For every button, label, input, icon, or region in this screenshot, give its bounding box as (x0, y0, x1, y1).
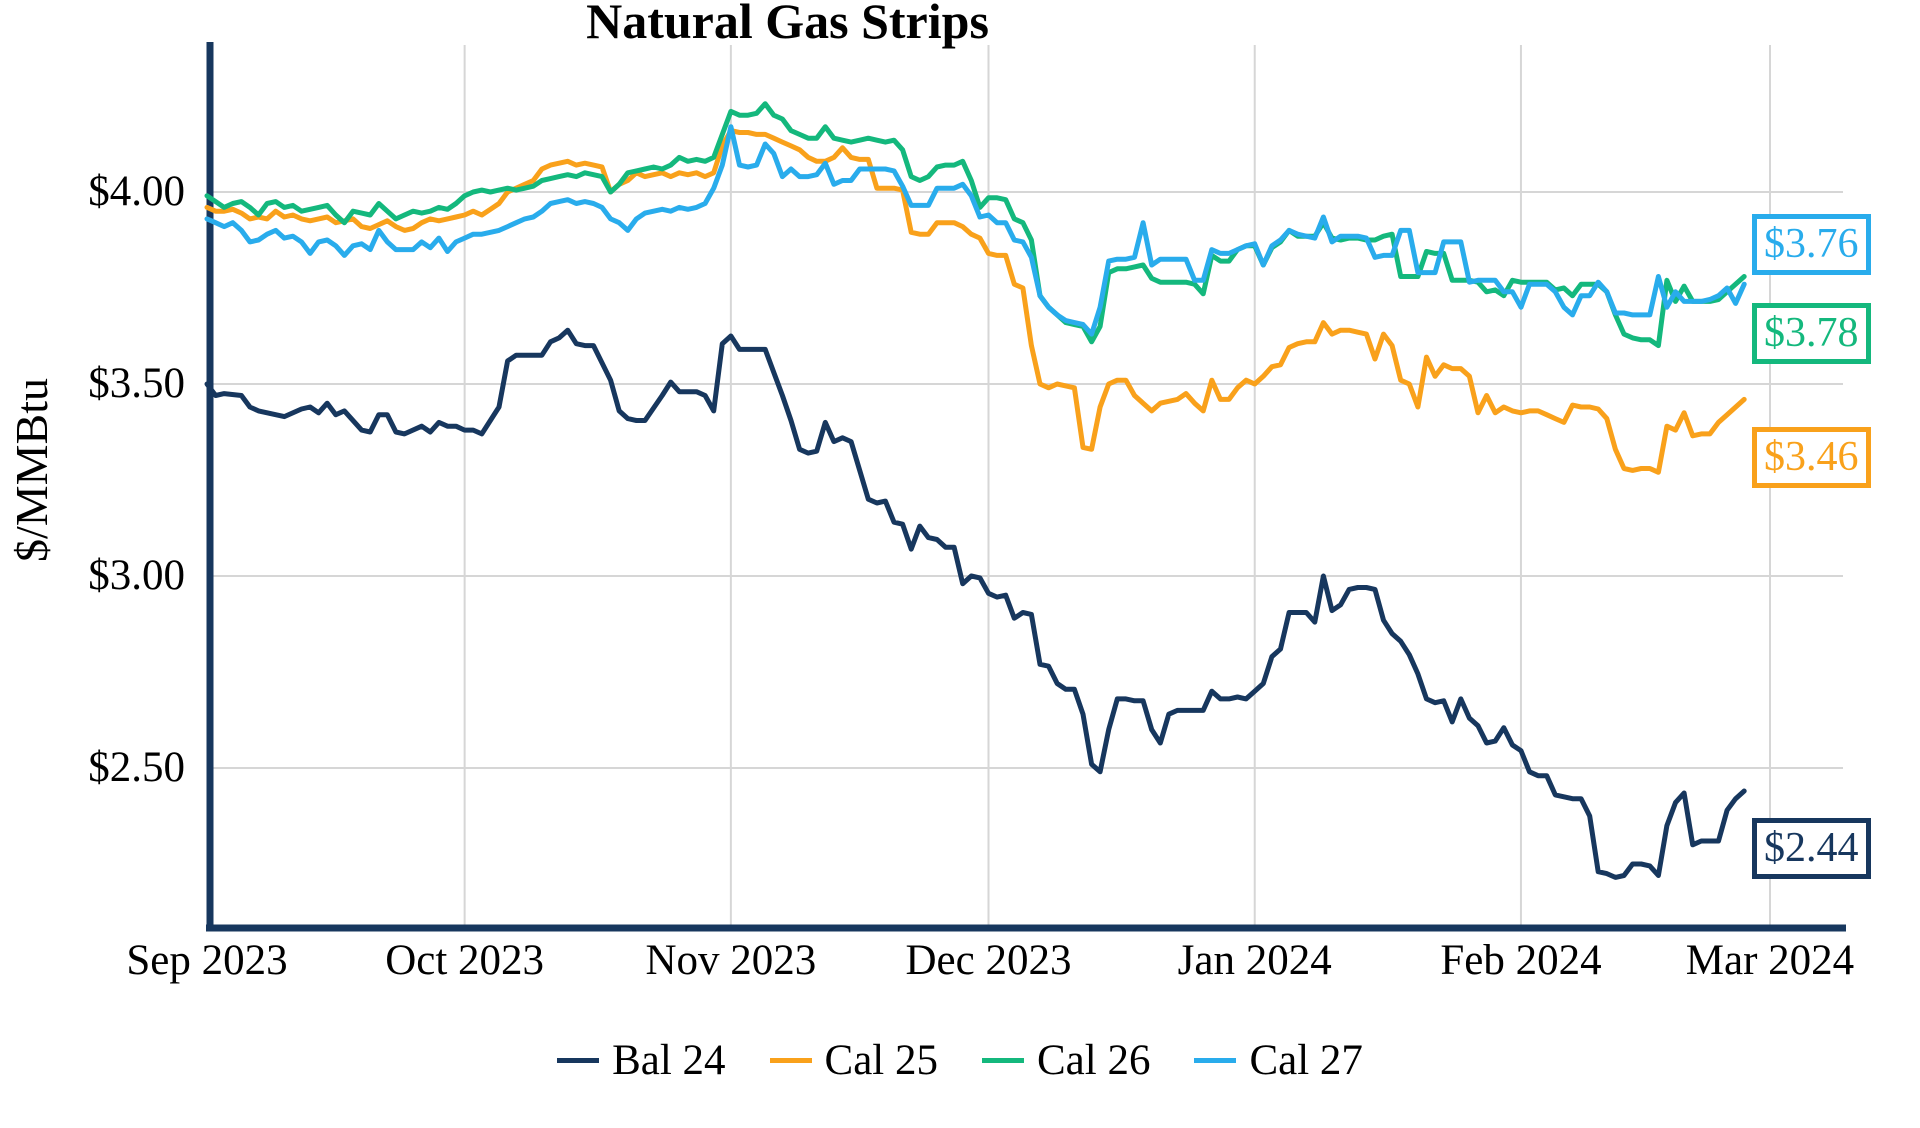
x-tick-label: Jan 2024 (1177, 937, 1332, 984)
series-line-cal-25 (204, 128, 1747, 475)
y-tick-label: $3.50 (88, 360, 185, 407)
x-tick-label: Feb 2024 (1440, 937, 1602, 984)
series-line-cal-26 (204, 101, 1747, 349)
x-tick-label: Oct 2023 (385, 937, 545, 984)
chart-title: Natural Gas Strips (586, 0, 989, 49)
end-price-label-bal-24: $2.44 (1752, 818, 1871, 880)
x-tick-label: Dec 2023 (905, 937, 1072, 984)
legend-item-bal-24: Bal 24 (557, 1036, 726, 1085)
x-tick-label: Mar 2024 (1685, 937, 1855, 984)
legend-item-cal-27: Cal 27 (1194, 1036, 1363, 1085)
y-tick-label: $3.00 (88, 552, 185, 599)
y-tick-label: $4.00 (88, 168, 185, 215)
legend-label: Cal 27 (1249, 1037, 1363, 1084)
legend-label: Cal 25 (824, 1037, 938, 1084)
end-price-label-cal-25: $3.46 (1752, 427, 1871, 489)
end-price-label-cal-26: $3.78 (1752, 303, 1871, 365)
series-line-bal-24 (204, 327, 1747, 880)
legend-item-cal-25: Cal 25 (769, 1036, 938, 1085)
legend-item-cal-26: Cal 26 (982, 1036, 1150, 1085)
x-tick-label: Sep 2023 (126, 937, 288, 984)
legend-label: Bal 24 (612, 1037, 726, 1084)
legend-line-swatch (557, 1058, 600, 1063)
series-line-cal-27 (204, 124, 1747, 337)
legend-line-swatch (982, 1058, 1024, 1063)
x-tick-label: Nov 2023 (645, 937, 817, 984)
legend-line-swatch (1194, 1058, 1237, 1063)
legend-label: Cal 26 (1037, 1037, 1151, 1084)
y-tick-label: $2.50 (88, 744, 185, 791)
legend: Bal 24 Cal 25 Cal 26 Cal 27 (0, 1036, 1920, 1085)
end-price-label-cal-27: $3.76 (1752, 214, 1871, 276)
legend-line-swatch (769, 1058, 812, 1063)
